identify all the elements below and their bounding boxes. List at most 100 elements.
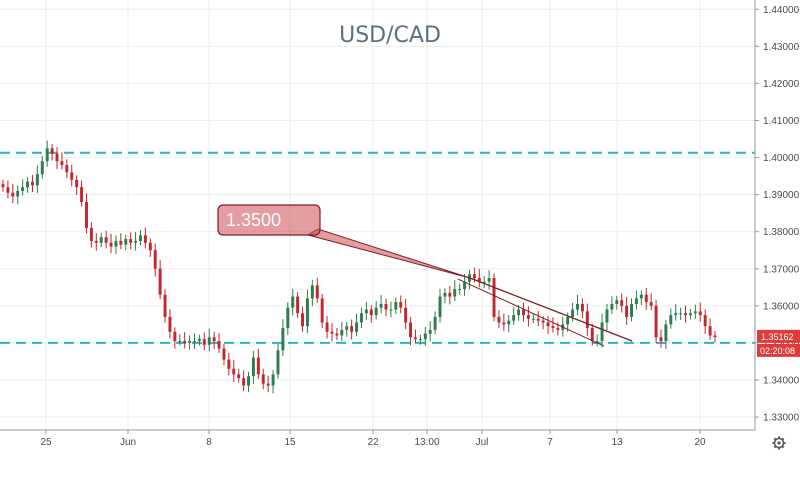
candle-body	[507, 320, 511, 325]
candle-body	[212, 337, 216, 342]
candle-body	[227, 359, 231, 369]
candle-body	[222, 348, 226, 360]
candle-body	[703, 315, 707, 327]
candle-body	[129, 239, 133, 243]
candle-body	[679, 313, 683, 315]
candle-body	[207, 337, 211, 345]
candle-body	[1, 184, 5, 188]
time-tick-label: Jun	[120, 437, 136, 448]
price-tick-label: 1.36000	[763, 301, 800, 312]
candle-body	[556, 328, 560, 330]
price-tick-label: 1.41000	[763, 116, 800, 127]
candle-body	[428, 329, 432, 334]
candle-body	[625, 305, 629, 317]
settings-gear-icon[interactable]	[772, 436, 786, 450]
candle-body	[16, 190, 20, 197]
candle-body	[271, 374, 275, 386]
price-tick-label: 1.40000	[763, 153, 800, 164]
candle-body	[355, 322, 359, 332]
candle-body	[492, 278, 496, 317]
candle-body	[85, 202, 88, 228]
candle-body	[153, 250, 157, 269]
candle-body	[124, 239, 128, 245]
candle-body	[413, 337, 417, 340]
price-callout: 1.3500	[217, 204, 471, 279]
candle-body	[99, 237, 103, 243]
candle-body	[65, 164, 69, 173]
candle-body	[50, 148, 54, 154]
candle-body	[610, 303, 614, 310]
horizontal-levels	[0, 151, 755, 344]
candle-body	[389, 309, 393, 311]
candle-body	[546, 322, 550, 327]
candle-body	[158, 268, 162, 295]
candle-body	[487, 278, 491, 282]
candle-body	[566, 316, 570, 325]
candle-body	[605, 309, 609, 323]
gear-center	[777, 441, 781, 445]
candle-body	[114, 240, 118, 247]
time-tick-label: Jul	[476, 437, 489, 448]
bar-countdown: 02:20:08	[760, 346, 795, 356]
last-price-tag[interactable]: 1.35162 02:20:08	[757, 329, 800, 357]
candle-body	[139, 235, 142, 241]
candle-body	[639, 294, 643, 299]
candle-body	[443, 292, 447, 297]
price-tick-label: 1.39000	[763, 190, 800, 201]
candle-body	[55, 153, 59, 162]
candle-body	[350, 326, 354, 332]
candle-body	[693, 311, 697, 314]
candle-body	[197, 339, 201, 342]
candle-body	[30, 181, 34, 186]
candle-body	[70, 172, 74, 180]
candle-body	[188, 341, 192, 343]
chart-grid	[0, 0, 755, 430]
candle-body	[472, 274, 476, 279]
trendline	[469, 277, 633, 342]
candle-body	[571, 309, 575, 317]
candle-body	[634, 298, 638, 304]
candle-body	[296, 296, 300, 314]
callout-pointer	[306, 228, 471, 279]
candle-body	[384, 303, 388, 310]
candle-body	[315, 285, 319, 299]
candle-body	[40, 161, 44, 175]
candle-body	[335, 333, 339, 336]
candle-body	[600, 322, 604, 342]
candle-body	[708, 326, 712, 336]
candle-body	[305, 298, 309, 327]
candle-body	[266, 383, 270, 386]
candle-body	[448, 292, 452, 297]
candle-body	[423, 333, 427, 340]
candle-body	[325, 322, 329, 332]
candle-body	[531, 318, 535, 320]
candle-body	[247, 376, 250, 386]
countdown-box	[757, 343, 800, 357]
candle-body	[134, 240, 138, 243]
candle-body	[183, 341, 187, 343]
candle-body	[438, 296, 442, 317]
candle-body	[119, 240, 123, 245]
price-axis: 1.44000 1.43000 1.42000 1.41000 1.40000 1.390…	[754, 0, 800, 430]
candle-body	[713, 335, 717, 337]
candle-body	[256, 357, 260, 375]
candle-body	[580, 303, 584, 312]
time-tick-label: 15	[284, 437, 296, 448]
candle-body	[202, 339, 206, 345]
time-tick-label: 20	[694, 437, 706, 448]
price-tick-label: 1.38000	[763, 227, 800, 238]
candle-body	[497, 316, 501, 323]
candle-body	[35, 174, 39, 186]
candle-body	[6, 187, 10, 193]
candle-body	[143, 235, 147, 243]
candle-body	[620, 300, 624, 306]
last-price-box	[757, 329, 800, 343]
candle-body	[330, 331, 334, 334]
candle-body	[310, 285, 314, 299]
candle-body	[26, 181, 30, 188]
candle-body	[674, 313, 678, 316]
candle-body	[261, 374, 265, 384]
candle-body	[463, 281, 467, 290]
candle-body	[458, 289, 462, 291]
time-tick-label: 25	[40, 437, 52, 448]
